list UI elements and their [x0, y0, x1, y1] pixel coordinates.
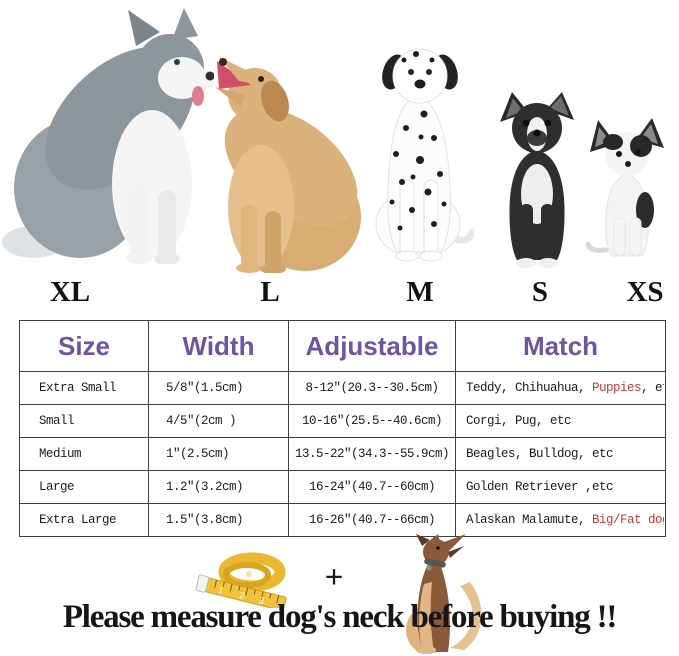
warning-text: Please measure dog's neck before buying … [62, 599, 618, 635]
svg-text:1: 1 [217, 585, 224, 596]
column-header-match: Match [455, 320, 666, 372]
tape-measure-icon: 1 2 3 [195, 552, 287, 608]
cell-match: Golden Retriever ,etc [455, 470, 666, 504]
cell-width: 1.5″(3.8cm) [148, 503, 289, 537]
cell-width: 5/8″(1.5cm) [148, 371, 289, 405]
boston-terrier-dog-image [500, 92, 574, 268]
cell-match: Beagles, Bulldog, etc [455, 437, 666, 471]
table-header-row: Size Width Adjustable Match [19, 320, 666, 372]
table-row: Small 4/5″(2cm ) 10-16″(25.5--40.6cm) Co… [19, 404, 666, 438]
cell-width: 1″(2.5cm) [148, 437, 289, 471]
cell-adjustable: 8-12″(20.3--30.5cm) [288, 371, 456, 405]
plus-sign: + [324, 560, 344, 596]
table-row: Extra Large 1.5″(3.8cm) 16-26″(40.7--66c… [19, 503, 666, 537]
table-row: Large 1.2″(3.2cm) 16-24″(40.7--60cm) Gol… [19, 470, 666, 504]
cell-adjustable: 13.5-22″(34.3--55.9cm) [288, 437, 456, 471]
cell-size: Extra Large [19, 503, 149, 537]
cell-match: Corgi, Pug, etc [455, 404, 666, 438]
golden-retriever-dog-image [215, 57, 361, 273]
table-row: Medium 1″(2.5cm) 13.5-22″(34.3--55.9cm) … [19, 437, 666, 471]
size-label-m: M [406, 276, 434, 308]
cell-size: Medium [19, 437, 149, 471]
cell-adjustable: 16-24″(40.7--60cm) [288, 470, 456, 504]
table-row: Extra Small 5/8″(1.5cm) 8-12″(20.3--30.5… [19, 371, 666, 405]
husky-dog-image [2, 8, 214, 264]
size-label-xs: XS [626, 276, 664, 308]
size-label-l: L [260, 276, 280, 308]
cell-match: Alaskan Malamute, Big/Fat dog [455, 503, 666, 537]
cell-size: Large [19, 470, 149, 504]
cell-width: 4/5″(2cm ) [148, 404, 289, 438]
cell-adjustable: 10-16″(25.5--40.6cm) [288, 404, 456, 438]
svg-text:3: 3 [258, 595, 265, 606]
column-header-size: Size [19, 320, 149, 372]
svg-text:2: 2 [238, 590, 245, 601]
size-table: Size Width Adjustable Match Extra Small … [19, 320, 666, 537]
size-label-xl: XL [49, 276, 91, 308]
chihuahua-dog-image [586, 118, 664, 257]
cell-adjustable: 16-26″(40.7--66cm) [288, 503, 456, 537]
cell-width: 1.2″(3.2cm) [148, 470, 289, 504]
dalmatian-dog-image [375, 48, 474, 262]
cell-match: Teddy, Chihuahua, Puppies, etc [455, 371, 666, 405]
column-header-adjustable: Adjustable [288, 320, 456, 372]
size-label-s: S [531, 276, 549, 308]
cell-size: Small [19, 404, 149, 438]
cartoon-dog-looking-up-icon [406, 534, 482, 654]
cell-size: Extra Small [19, 371, 149, 405]
column-header-width: Width [148, 320, 289, 372]
